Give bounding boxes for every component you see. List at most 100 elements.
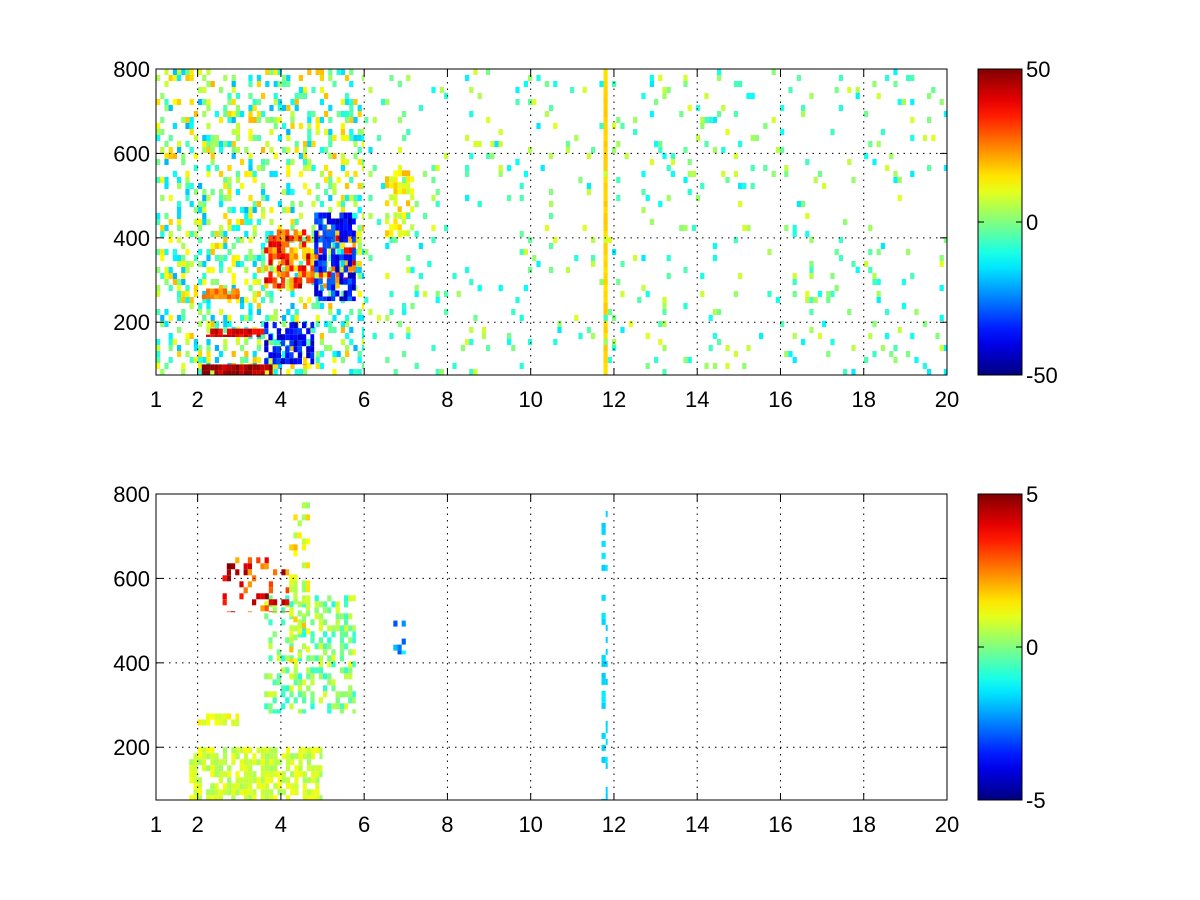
heatmap-cell bbox=[314, 218, 319, 225]
heatmap-cell bbox=[282, 321, 287, 327]
heatmap-cell bbox=[649, 159, 654, 165]
heatmap-cell bbox=[264, 783, 270, 790]
heatmap-cell bbox=[339, 224, 344, 231]
heatmap-cell bbox=[603, 357, 608, 363]
heatmap-cell bbox=[244, 351, 249, 357]
heatmap-cell bbox=[738, 201, 743, 207]
heatmap-cell bbox=[914, 309, 919, 315]
heatmap-cell bbox=[210, 249, 215, 255]
heatmap-cell bbox=[444, 93, 449, 99]
heatmap-cell bbox=[260, 759, 265, 766]
heatmap-cell bbox=[197, 783, 202, 790]
heatmap-cell bbox=[248, 129, 253, 135]
heatmap-cell bbox=[181, 309, 186, 315]
heatmap-cell bbox=[345, 183, 350, 189]
heatmap-cell bbox=[256, 201, 261, 207]
heatmap-cell bbox=[298, 369, 303, 375]
heatmap-cell bbox=[206, 105, 211, 111]
heatmap-cell bbox=[281, 789, 286, 796]
heatmap-cell bbox=[243, 789, 249, 796]
heatmap-cell bbox=[712, 363, 717, 369]
heatmap-cell bbox=[181, 279, 186, 285]
heatmap-cell bbox=[809, 261, 814, 267]
heatmap-cell bbox=[222, 334, 227, 337]
heatmap-cell bbox=[826, 291, 831, 297]
heatmap-cell bbox=[335, 613, 340, 620]
heatmap-cell bbox=[322, 248, 327, 255]
heatmap-cell bbox=[353, 345, 358, 351]
heatmap-cell bbox=[268, 655, 273, 662]
heatmap-cell bbox=[418, 273, 423, 279]
heatmap-cell bbox=[297, 619, 302, 626]
heatmap-cell bbox=[687, 189, 692, 195]
heatmap-cell bbox=[306, 259, 311, 266]
heatmap-cell bbox=[181, 315, 186, 321]
heatmap-cell bbox=[261, 261, 266, 267]
colorbar-tick-label: 0 bbox=[1026, 210, 1038, 235]
heatmap-cell bbox=[222, 370, 227, 375]
heatmap-cell bbox=[269, 297, 274, 303]
heatmap-cell bbox=[160, 147, 165, 153]
heatmap-cell bbox=[307, 363, 312, 369]
heatmap-cell bbox=[248, 207, 253, 213]
heatmap-cell bbox=[181, 243, 186, 249]
heatmap-cell bbox=[302, 789, 307, 796]
heatmap-cell bbox=[331, 679, 336, 686]
heatmap-cell bbox=[477, 201, 482, 207]
heatmap-cell bbox=[248, 93, 253, 99]
heatmap-cell bbox=[177, 279, 182, 285]
heatmap-cell bbox=[473, 69, 478, 75]
heatmap-cell bbox=[519, 249, 524, 255]
heatmap-cell bbox=[343, 236, 348, 243]
heatmap-cell bbox=[293, 550, 298, 557]
heatmap-cell bbox=[210, 288, 215, 295]
heatmap-cell bbox=[273, 93, 278, 99]
heatmap-cell bbox=[301, 544, 306, 551]
heatmap-cell bbox=[277, 261, 282, 267]
heatmap-cell bbox=[206, 364, 211, 371]
heatmap-cell bbox=[285, 241, 290, 248]
heatmap-cell bbox=[261, 111, 266, 117]
heatmap-cell bbox=[323, 691, 328, 698]
heatmap-cells bbox=[189, 502, 608, 800]
heatmap-cell bbox=[670, 153, 675, 159]
heatmap-cell bbox=[385, 315, 390, 321]
heatmap-cell bbox=[591, 237, 596, 243]
heatmap-cell bbox=[348, 697, 353, 704]
heatmap-cell bbox=[343, 212, 348, 219]
heatmap-cell bbox=[582, 225, 587, 231]
heatmap-cell bbox=[368, 255, 373, 261]
heatmap-cell bbox=[227, 177, 232, 183]
heatmap-cell bbox=[198, 219, 203, 225]
heatmap-cell bbox=[662, 369, 667, 375]
heatmap-cell bbox=[177, 201, 182, 207]
heatmap-cell bbox=[864, 153, 869, 159]
heatmap-cell bbox=[328, 75, 333, 81]
heatmap-cell bbox=[357, 195, 362, 201]
heatmap-cell bbox=[335, 224, 340, 231]
heatmap-cell bbox=[683, 75, 688, 81]
colorbar-gradient bbox=[978, 494, 1022, 800]
heatmap-cell bbox=[893, 81, 898, 87]
heatmap-cell bbox=[197, 719, 202, 726]
heatmap-cell bbox=[331, 224, 336, 231]
heatmap-cell bbox=[507, 165, 512, 171]
heatmap-cell bbox=[264, 265, 269, 272]
heatmap-cell bbox=[348, 673, 353, 680]
heatmap-cell bbox=[264, 703, 269, 710]
heatmap-cell bbox=[261, 207, 266, 213]
heatmap-cell bbox=[185, 249, 190, 255]
heatmap-cell bbox=[214, 231, 219, 237]
heatmap-cell bbox=[260, 328, 265, 335]
heatmap-cell bbox=[276, 283, 281, 289]
heatmap-cell bbox=[160, 117, 165, 123]
heatmap-cell bbox=[318, 619, 323, 626]
heatmap-cell bbox=[273, 363, 278, 369]
heatmap-cell bbox=[227, 321, 232, 327]
heatmap-cell bbox=[339, 218, 344, 225]
heatmap-cell bbox=[293, 544, 298, 551]
heatmap-cell bbox=[792, 357, 797, 363]
heatmap-cell bbox=[393, 200, 398, 207]
heatmap-cell bbox=[357, 351, 362, 357]
